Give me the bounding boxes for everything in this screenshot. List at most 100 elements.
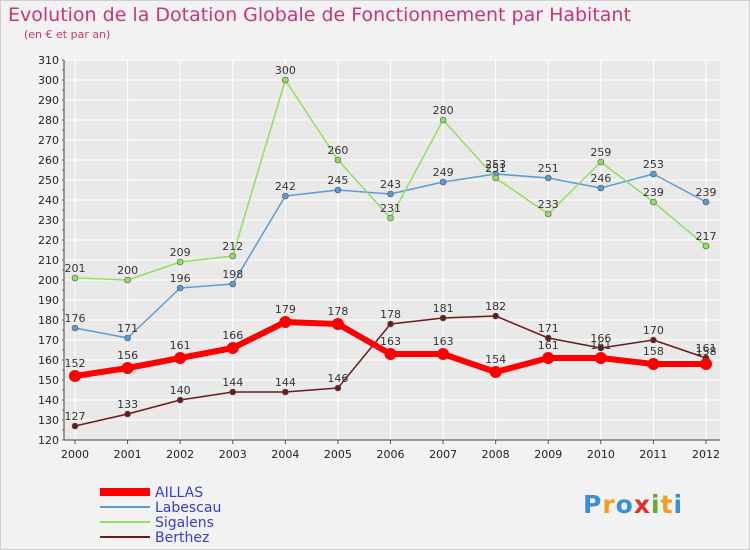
data-point-aillas: [542, 352, 555, 364]
data-point-sigalens: [702, 242, 710, 250]
data-label-berthez: 144: [222, 376, 243, 389]
data-label-aillas: 158: [696, 345, 717, 358]
data-point-berthez: [176, 396, 184, 404]
data-point-labescau: [439, 178, 447, 186]
data-label-labescau: 245: [327, 174, 348, 187]
y-tick-label: 310: [38, 54, 59, 67]
y-tick-label: 220: [38, 234, 59, 247]
data-label-sigalens: 239: [643, 186, 664, 199]
y-tick-label: 160: [38, 354, 59, 367]
data-point-labescau: [124, 334, 131, 342]
y-tick-label: 260: [38, 154, 59, 167]
data-point-sigalens: [492, 174, 499, 182]
data-point-berthez: [544, 334, 552, 342]
data-point-berthez: [492, 312, 499, 320]
data-point-berthez: [229, 388, 237, 396]
x-tick-label: 2010: [587, 448, 615, 461]
logo-letter: o: [615, 490, 634, 519]
y-tick-label: 190: [38, 294, 59, 307]
data-point-aillas: [226, 342, 239, 354]
data-point-labescau: [702, 198, 710, 206]
data-label-labescau: 243: [380, 178, 401, 191]
y-tick-label: 210: [38, 254, 59, 267]
data-label-aillas: 156: [117, 349, 138, 362]
data-point-sigalens: [124, 276, 131, 284]
x-tick-label: 2004: [271, 448, 299, 461]
data-label-labescau: 198: [222, 268, 243, 281]
y-tick-label: 140: [38, 394, 59, 407]
data-point-sigalens: [229, 252, 237, 260]
y-tick-label: 270: [38, 134, 59, 147]
data-point-sigalens: [71, 274, 79, 282]
data-label-berthez: 182: [485, 300, 506, 313]
data-label-aillas: 163: [433, 335, 454, 348]
data-label-sigalens: 209: [170, 246, 191, 259]
data-label-berthez: 161: [696, 342, 717, 355]
data-point-aillas: [69, 370, 81, 382]
data-label-sigalens: 231: [380, 202, 401, 215]
data-point-aillas: [384, 348, 397, 360]
data-label-aillas: 158: [643, 345, 664, 358]
data-point-berthez: [597, 344, 605, 352]
data-point-berthez: [124, 410, 131, 418]
data-label-aillas: 179: [275, 303, 296, 316]
data-label-berthez: 178: [380, 308, 401, 321]
data-label-sigalens: 201: [65, 262, 86, 275]
data-label-sigalens: 251: [485, 162, 506, 175]
data-point-aillas: [489, 366, 502, 378]
data-label-labescau: 176: [65, 312, 86, 325]
data-point-sigalens: [334, 156, 342, 164]
data-point-sigalens: [176, 258, 184, 266]
y-tick-label: 250: [38, 174, 59, 187]
y-tick-label: 300: [38, 74, 59, 87]
data-point-labescau: [650, 170, 657, 178]
logo-letter: t: [660, 490, 674, 519]
data-point-aillas: [331, 318, 344, 330]
data-label-aillas: 161: [590, 339, 611, 352]
data-point-berthez: [439, 314, 447, 322]
data-point-labescau: [176, 284, 184, 292]
data-label-labescau: 196: [170, 272, 191, 285]
data-label-sigalens: 200: [117, 264, 138, 277]
x-tick-label: 2012: [692, 448, 720, 461]
data-label-sigalens: 300: [275, 64, 296, 77]
data-label-aillas: 152: [65, 357, 86, 370]
data-point-labescau: [387, 190, 394, 198]
data-point-sigalens: [544, 210, 552, 218]
data-point-aillas: [647, 358, 660, 370]
data-label-berthez: 140: [170, 384, 191, 397]
data-point-aillas: [121, 362, 134, 374]
y-tick-label: 120: [38, 434, 59, 447]
data-label-aillas: 154: [485, 353, 506, 366]
legend-label-berthez: Berthez: [155, 530, 209, 546]
y-tick-label: 230: [38, 214, 59, 227]
y-tick-label: 180: [38, 314, 59, 327]
x-tick-label: 2009: [534, 448, 562, 461]
chart-subtitle: (en € et par an): [24, 28, 111, 41]
x-tick-label: 2011: [639, 448, 667, 461]
data-point-labescau: [282, 192, 289, 200]
data-point-berthez: [387, 320, 394, 328]
data-point-sigalens: [387, 214, 394, 222]
data-point-labescau: [597, 184, 605, 192]
data-label-berthez: 170: [643, 324, 664, 337]
data-point-aillas: [594, 352, 607, 364]
data-point-labescau: [334, 186, 342, 194]
data-point-labescau: [544, 174, 552, 182]
legend-label-sigalens: Sigalens: [155, 515, 214, 531]
data-label-aillas: 178: [327, 305, 348, 318]
data-point-berthez: [282, 388, 289, 396]
x-tick-label: 2000: [61, 448, 89, 461]
y-tick-label: 170: [38, 334, 59, 347]
data-label-aillas: 163: [380, 335, 401, 348]
data-label-sigalens: 212: [222, 240, 243, 253]
legend-label-labescau: Labescau: [155, 500, 221, 516]
x-tick-label: 2007: [429, 448, 457, 461]
y-tick-label: 240: [38, 194, 59, 207]
data-point-labescau: [71, 324, 79, 332]
data-point-berthez: [650, 336, 657, 344]
data-point-sigalens: [650, 198, 657, 206]
data-label-berthez: 146: [327, 372, 348, 385]
data-label-labescau: 246: [590, 172, 611, 185]
